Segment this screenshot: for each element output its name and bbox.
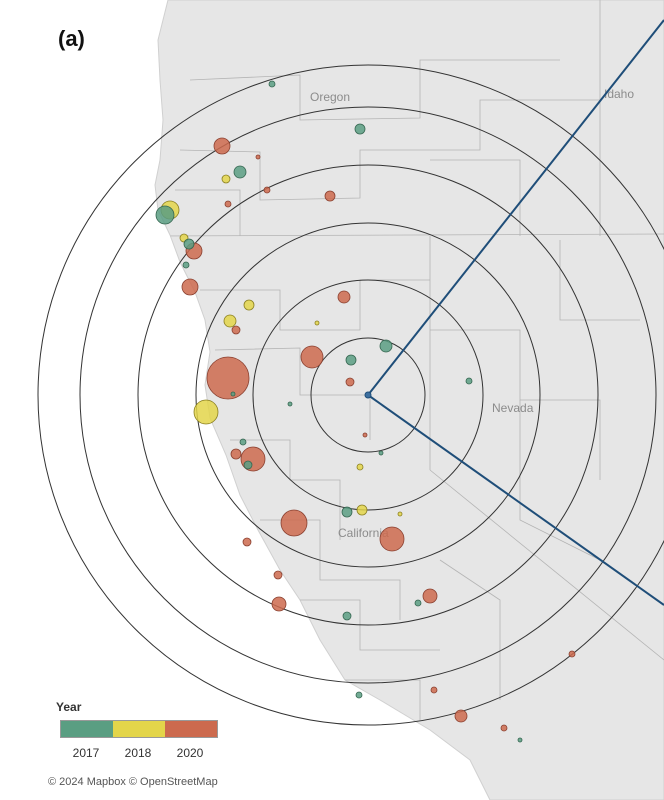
distance-ring: [79, 106, 657, 684]
sector-line-south: [367, 394, 664, 606]
distance-ring: [310, 337, 426, 453]
event-marker-2020[interactable]: [430, 686, 438, 694]
event-marker-2020[interactable]: [568, 650, 576, 658]
event-marker-2017[interactable]: [355, 691, 363, 699]
event-marker-2017[interactable]: [268, 80, 276, 88]
sector-lines: [367, 19, 664, 606]
origin-marker: [364, 391, 372, 399]
event-marker-2020[interactable]: [242, 537, 252, 547]
legend-label-2020: 2020: [176, 746, 204, 760]
distance-ring: [137, 164, 599, 626]
legend-label-2017: 2017: [72, 746, 100, 760]
event-marker-2020[interactable]: [362, 432, 368, 438]
event-marker-2020[interactable]: [422, 588, 438, 604]
event-marker-2020[interactable]: [231, 325, 241, 335]
event-marker-2017[interactable]: [378, 450, 384, 456]
event-marker-2018[interactable]: [314, 320, 320, 326]
legend-color-bar: [60, 720, 218, 738]
event-marker-2017[interactable]: [230, 391, 236, 397]
distance-ring: [252, 279, 484, 511]
land-area: [154, 0, 664, 800]
event-marker-2017[interactable]: [239, 438, 247, 446]
event-marker-2018[interactable]: [397, 511, 403, 517]
event-marker-2020[interactable]: [263, 186, 271, 194]
event-marker-2017[interactable]: [341, 506, 353, 518]
event-marker-2020[interactable]: [280, 509, 308, 537]
legend-swatch-2018: [113, 721, 165, 737]
event-marker-2020[interactable]: [224, 200, 232, 208]
event-marker-2018[interactable]: [356, 504, 368, 516]
event-marker-2020[interactable]: [500, 724, 508, 732]
event-marker-2017[interactable]: [354, 123, 366, 135]
event-marker-2017[interactable]: [379, 339, 393, 353]
event-marker-2017[interactable]: [182, 261, 190, 269]
year-legend: Year 2017 2018 2020: [52, 700, 232, 760]
event-marker-2018[interactable]: [223, 314, 237, 328]
region-label-idaho: Idaho: [604, 87, 634, 101]
legend-title: Year: [56, 700, 82, 714]
event-marker-2020[interactable]: [345, 377, 355, 387]
event-marker-2020[interactable]: [255, 154, 261, 160]
legend-swatch-2020: [165, 721, 217, 737]
event-marker-2018[interactable]: [221, 174, 231, 184]
event-marker-2020[interactable]: [300, 345, 324, 369]
event-marker-2020[interactable]: [454, 709, 468, 723]
region-label-oregon: Oregon: [310, 90, 350, 104]
distance-ring: [37, 64, 664, 726]
event-marker-2017[interactable]: [345, 354, 357, 366]
event-marker-2020[interactable]: [337, 290, 351, 304]
panel-label: (a): [58, 26, 85, 51]
event-marker-2017[interactable]: [517, 737, 523, 743]
event-marker-2020[interactable]: [181, 278, 199, 296]
event-marker-2017[interactable]: [243, 460, 253, 470]
event-marker-2017[interactable]: [233, 165, 247, 179]
event-marker-2017[interactable]: [155, 205, 175, 225]
legend-label-2018: 2018: [124, 746, 152, 760]
distance-rings: [37, 64, 664, 726]
event-marker-2017[interactable]: [342, 611, 352, 621]
event-marker-2018[interactable]: [193, 399, 219, 425]
event-marker-2018[interactable]: [356, 463, 364, 471]
event-marker-2017[interactable]: [414, 599, 422, 607]
event-markers: [155, 80, 576, 743]
event-marker-2020[interactable]: [379, 526, 405, 552]
event-marker-2020[interactable]: [230, 448, 242, 460]
event-marker-2020[interactable]: [271, 596, 287, 612]
distance-ring: [195, 222, 541, 568]
event-marker-2017[interactable]: [465, 377, 473, 385]
event-marker-2018[interactable]: [243, 299, 255, 311]
event-marker-2020[interactable]: [213, 137, 231, 155]
event-marker-2017[interactable]: [183, 238, 195, 250]
event-marker-2020[interactable]: [206, 356, 250, 400]
event-marker-2020[interactable]: [324, 190, 336, 202]
event-marker-2017[interactable]: [287, 401, 293, 407]
event-marker-2020[interactable]: [273, 570, 283, 580]
legend-swatch-2017: [61, 721, 113, 737]
legend-labels: 2017 2018 2020: [60, 746, 216, 760]
map-attribution[interactable]: © 2024 Mapbox © OpenStreetMap: [48, 776, 218, 788]
region-label-california: California: [338, 526, 389, 540]
region-label-nevada: Nevada: [492, 401, 534, 415]
sector-line-north: [367, 19, 664, 396]
